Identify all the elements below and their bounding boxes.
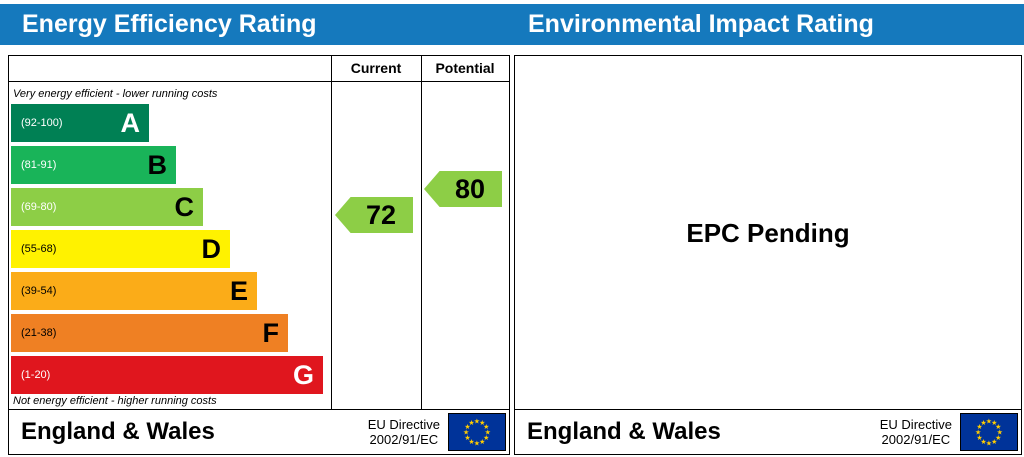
top-note: Very energy efficient - lower running co…: [13, 88, 218, 100]
svg-text:★: ★: [986, 438, 992, 447]
energy-efficiency-title: Energy Efficiency Rating: [0, 4, 512, 45]
eu-directive-line2: 2002/91/EC: [881, 432, 951, 447]
svg-text:★: ★: [976, 433, 982, 442]
environmental-impact-title: Environmental Impact Rating: [512, 4, 1024, 45]
svg-text:★: ★: [991, 437, 997, 446]
band-c: (69-80) C: [11, 188, 203, 226]
band-range: (1-20): [21, 369, 51, 381]
svg-text:★: ★: [980, 437, 986, 446]
band-letter: D: [201, 233, 222, 264]
svg-text:★: ★: [975, 428, 981, 437]
region-label: England & Wales: [21, 418, 215, 445]
eu-directive-label: EU Directive 2002/91/EC: [880, 417, 952, 447]
svg-text:★: ★: [483, 433, 489, 442]
svg-text:★: ★: [468, 437, 474, 446]
svg-text:★: ★: [468, 418, 474, 427]
svg-text:★: ★: [991, 418, 997, 427]
epc-pending-label: EPC Pending: [686, 217, 850, 248]
band-letter: F: [262, 317, 280, 348]
band-range: (39-54): [21, 285, 57, 297]
eu-flag-icon: ★ ★ ★ ★ ★ ★ ★ ★ ★ ★ ★ ★: [960, 413, 1018, 451]
band-g: (1-20) G: [11, 356, 323, 394]
eu-directive-label: EU Directive 2002/91/EC: [368, 417, 440, 447]
band-b: (81-91) B: [11, 146, 176, 184]
band-e: (39-54) E: [11, 272, 257, 310]
region-label: England & Wales: [527, 418, 721, 445]
current-rating-arrow: 72: [335, 197, 413, 233]
environmental-impact-panel: Environmental Impact Rating EPC Pending …: [512, 0, 1024, 457]
svg-text:★: ★: [995, 422, 1001, 431]
eu-directive-line2: 2002/91/EC: [369, 432, 439, 447]
chart-footer: England & Wales EU Directive 2002/91/EC …: [515, 409, 1021, 454]
eu-directive-line1: EU Directive: [879, 417, 952, 432]
band-range: (81-91): [21, 159, 57, 171]
svg-text:★: ★: [485, 428, 491, 437]
energy-efficiency-panel: Energy Efficiency Rating Current Potenti…: [0, 4, 512, 455]
svg-text:★: ★: [976, 422, 982, 431]
band-letter: G: [292, 359, 314, 390]
svg-text:★: ★: [474, 438, 480, 447]
band-letter: A: [120, 107, 141, 138]
column-header-row: Current Potential: [9, 56, 509, 82]
potential-column-divider: [421, 56, 422, 410]
svg-text:★: ★: [479, 418, 485, 427]
svg-text:★: ★: [474, 417, 480, 426]
energy-efficiency-chart: Current Potential Very energy efficient …: [8, 55, 510, 455]
band-range: (69-80): [21, 201, 57, 213]
band-range: (92-100): [21, 117, 63, 129]
chart-main-area: Current Potential Very energy efficient …: [9, 56, 509, 410]
bands-list: Very energy efficient - lower running co…: [11, 82, 331, 410]
band-letter: E: [229, 275, 248, 306]
band-letter: C: [174, 191, 195, 222]
band-d: (55-68) D: [11, 230, 230, 268]
current-column-header: Current: [350, 60, 402, 76]
current-column-divider: [331, 56, 332, 410]
svg-text:★: ★: [464, 433, 470, 442]
eu-directive-line1: EU Directive: [367, 417, 440, 432]
environmental-impact-box: EPC Pending England & Wales EU Directive…: [514, 55, 1022, 455]
band-range: (21-38): [21, 327, 57, 339]
eu-flag-icon: ★ ★ ★ ★ ★ ★ ★ ★ ★ ★ ★ ★: [448, 413, 506, 451]
band-letter: B: [147, 149, 168, 180]
potential-column-header: Potential: [435, 60, 495, 76]
svg-text:★: ★: [986, 417, 992, 426]
potential-rating-arrow: 80: [424, 171, 502, 207]
svg-text:★: ★: [995, 433, 1001, 442]
chart-footer: England & Wales EU Directive 2002/91/EC …: [9, 409, 509, 454]
svg-text:★: ★: [980, 418, 986, 427]
band-a: (92-100) A: [11, 104, 149, 142]
svg-text:★: ★: [997, 428, 1003, 437]
band-range: (55-68): [21, 243, 57, 255]
svg-text:★: ★: [479, 437, 485, 446]
bottom-note: Not energy efficient - higher running co…: [13, 395, 217, 407]
svg-text:★: ★: [464, 422, 470, 431]
band-f: (21-38) F: [11, 314, 288, 352]
svg-text:★: ★: [463, 428, 469, 437]
svg-text:★: ★: [483, 422, 489, 431]
